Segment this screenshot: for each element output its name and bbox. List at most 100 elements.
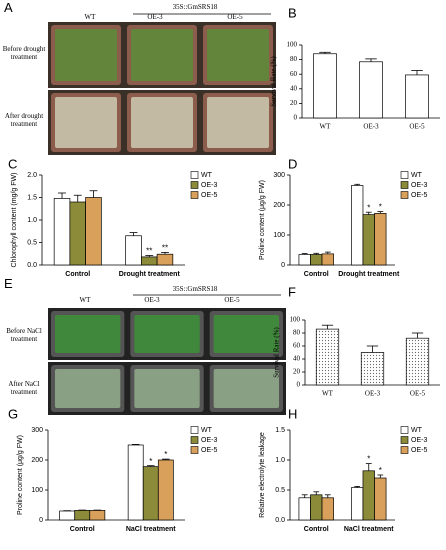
panel-letter: G xyxy=(8,406,18,421)
panel-letter: D xyxy=(288,156,297,171)
y-tick-label: 0 xyxy=(39,517,43,524)
x-tick-label: Control xyxy=(65,271,90,278)
legend-label: OE-3 xyxy=(411,182,427,189)
error-bar xyxy=(366,345,379,353)
bar xyxy=(156,253,174,266)
bar xyxy=(362,470,375,521)
panel-letter: H xyxy=(288,406,297,421)
y-tick-label: 1.5 xyxy=(275,427,285,434)
x-tick-label: NaCl treatment xyxy=(126,526,176,533)
significance-mark: * xyxy=(149,457,152,466)
plants xyxy=(55,97,117,148)
error-bar xyxy=(73,194,82,202)
plants xyxy=(131,97,193,148)
y-tick-label: 40 xyxy=(293,355,301,363)
row-label: Before NaCl treatment xyxy=(6,327,42,343)
y-tick-label: 0 xyxy=(297,381,301,389)
x-tick-label: Control xyxy=(304,526,329,533)
legend-swatch xyxy=(400,171,409,179)
panel-letter: B xyxy=(288,5,297,20)
legend-label: WT xyxy=(201,172,213,179)
plants xyxy=(131,29,193,81)
legend-swatch xyxy=(190,171,199,179)
plants xyxy=(213,315,279,353)
y-tick-label: 1.5 xyxy=(27,194,37,201)
panel-letter: A xyxy=(4,0,13,15)
plants xyxy=(134,369,200,408)
significance-mark: * xyxy=(164,450,167,459)
y-tick-label: 0 xyxy=(281,262,285,269)
column-label: OE-5 xyxy=(227,13,243,21)
legend-label: WT xyxy=(411,172,423,179)
bar xyxy=(89,510,106,521)
y-tick-label: 1.0 xyxy=(275,457,285,464)
legend-swatch xyxy=(400,426,409,434)
row-label: After NaCl treatment xyxy=(8,380,40,396)
legend-label: OE-3 xyxy=(201,182,217,189)
panel-letter: E xyxy=(4,276,13,291)
y-tick-label: 100 xyxy=(290,316,301,324)
y-tick-label: 80 xyxy=(290,55,298,63)
chart: B Survival Rate (%) 0 20 40 60 80 100 WT OE-3 OE-5 xyxy=(270,5,440,131)
y-tick-label: 60 xyxy=(293,342,301,350)
legend-label: OE-3 xyxy=(411,437,427,444)
y-axis-label: Proline content (μg/g FW) xyxy=(259,180,266,260)
legend-label: WT xyxy=(201,427,213,434)
legend-label: OE-5 xyxy=(411,447,427,454)
x-tick-label: OE-3 xyxy=(365,390,381,398)
y-tick-label: 300 xyxy=(273,172,285,179)
bar xyxy=(313,53,337,119)
plants xyxy=(55,315,121,353)
y-tick-label: 0.0 xyxy=(275,517,285,524)
y-tick-label: 200 xyxy=(31,457,43,464)
x-tick-label: NaCl treatment xyxy=(344,526,394,533)
bar xyxy=(362,214,375,266)
legend-label: OE-5 xyxy=(201,447,217,454)
legend-label: OE-3 xyxy=(201,437,217,444)
y-tick-label: 2.0 xyxy=(27,172,37,179)
x-tick-label: Drought treatment xyxy=(119,271,181,278)
error-bar xyxy=(324,494,331,498)
error-bar xyxy=(58,192,66,199)
significance-mark: ** xyxy=(146,247,152,256)
error-bar xyxy=(129,232,138,236)
y-tick-label: 0.5 xyxy=(275,487,285,494)
y-tick-label: 0 xyxy=(294,114,298,122)
error-bar xyxy=(131,443,140,445)
bar xyxy=(405,337,430,386)
legend-swatch xyxy=(400,446,409,454)
error-bar xyxy=(162,458,170,460)
error-bar xyxy=(146,465,155,467)
significance-mark: * xyxy=(379,203,382,212)
column-label: OE-3 xyxy=(147,13,163,21)
y-tick-label: 100 xyxy=(273,232,285,239)
y-tick-label: 20 xyxy=(290,99,298,107)
panel-letter: C xyxy=(8,156,17,171)
y-tick-label: 0.5 xyxy=(27,239,37,246)
x-tick-label: OE-3 xyxy=(363,123,379,131)
bar xyxy=(298,497,311,521)
bar xyxy=(374,477,387,521)
bar xyxy=(351,185,364,266)
y-tick-label: 1.0 xyxy=(27,217,37,224)
chart: H Relative electrolyte leakage 0.0 0.5 1.0 1.… xyxy=(259,406,428,532)
error-bar xyxy=(145,255,154,257)
error-bar xyxy=(377,474,384,478)
chart: D Proline content (μg/g FW) 0 100 200 300 Cont… xyxy=(259,156,428,277)
y-tick-label: 300 xyxy=(31,427,43,434)
bar xyxy=(374,213,387,266)
y-tick-label: 200 xyxy=(273,202,285,209)
chart: C Chlorophyll content (mg/g FW) 0.0 0.5 1.0 1… xyxy=(8,156,217,277)
y-axis-label: Survival Rate (%) xyxy=(273,327,281,378)
error-bar xyxy=(313,491,320,495)
plants xyxy=(134,315,200,353)
error-bar xyxy=(354,183,361,186)
bar xyxy=(321,253,334,266)
row-label: After drought treatment xyxy=(4,112,44,128)
error-bar xyxy=(301,494,308,498)
y-tick-label: 100 xyxy=(31,487,43,494)
x-tick-label: Control xyxy=(304,271,329,278)
error-bar xyxy=(301,253,308,255)
bar xyxy=(141,256,158,266)
